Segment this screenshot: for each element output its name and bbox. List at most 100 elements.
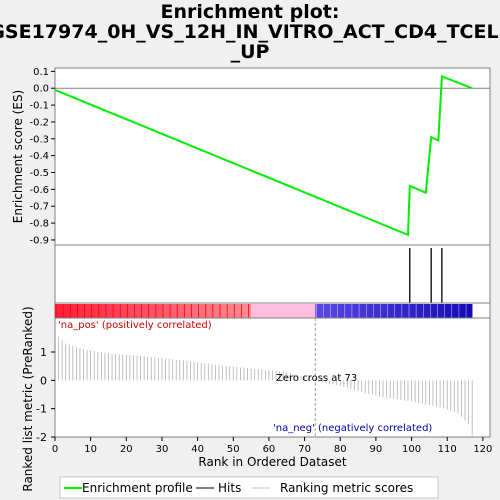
colorbar-cell [101, 304, 106, 318]
colorbar-cell [236, 304, 241, 318]
es-ytick-label: 0.0 [33, 84, 49, 95]
colorbar-cell [461, 304, 466, 318]
colorbar-cell [340, 304, 345, 318]
colorbar-cell [390, 304, 395, 318]
colorbar-cell [425, 304, 430, 318]
colorbar-cell [333, 304, 337, 318]
colorbar-cell [418, 304, 423, 318]
hits-panel [54, 244, 491, 304]
colorbar-cell [165, 304, 170, 318]
colorbar-cell [468, 304, 473, 318]
chart-title: Enrichment plot:GSE17974_0H_VS_12H_IN_VI… [0, 1, 500, 63]
colorbar-cell [400, 304, 405, 318]
colorbar-cell [436, 304, 441, 318]
legend-label: Hits [218, 481, 241, 495]
metric-xtick-label: 50 [227, 444, 240, 455]
colorbar-cell [119, 304, 124, 318]
colorbar-cell [386, 304, 391, 318]
colorbar-cell [226, 304, 231, 318]
colorbar-cell [368, 304, 373, 318]
colorbar-cell [254, 304, 259, 318]
colorbar-cell [229, 304, 234, 318]
colorbar-cell [308, 304, 313, 318]
colorbar-cell [325, 304, 330, 318]
colorbar-cell [450, 304, 455, 318]
colorbar-cell [457, 304, 462, 318]
colorbar-cell [108, 304, 113, 318]
colorbar-cell [219, 304, 223, 318]
es-ytick-label: -0.6 [29, 185, 49, 196]
colorbar-cell [233, 304, 238, 318]
colorbar-cell [137, 304, 141, 318]
colorbar-cell [158, 304, 163, 318]
es-ytick-label: -0.1 [29, 101, 49, 112]
legend: Enrichment profile Hits Ranking metric sco… [59, 476, 439, 499]
colorbar-cell [201, 304, 206, 318]
colorbar-cell [411, 304, 416, 318]
es-panel: 0.1 0.0 -0.1 -0.2 -0.3 -0.4 -0.5 -0.6 -0.7 -0.8 -0… [11, 67, 491, 246]
colorbar-cell [243, 304, 248, 318]
legend-label: Ranking metric scores [280, 481, 413, 495]
colorbar-cell [197, 304, 202, 318]
colorbar-cell [65, 304, 70, 318]
colorbar-cell [279, 304, 284, 318]
colorbar-cell [151, 304, 156, 318]
colorbar-cell [429, 304, 434, 318]
metric-xtick-label: 100 [402, 444, 421, 455]
colorbar-cell [251, 304, 255, 318]
colorbar-cell [315, 304, 320, 318]
x-axis-label: Rank in Ordered Dataset [198, 455, 346, 469]
colorbar-cell [190, 304, 195, 318]
hits-plot-area [54, 244, 491, 304]
colorbar-cell [204, 304, 209, 318]
metric-xtick-label: 30 [156, 444, 169, 455]
metric-xtick-label: 120 [473, 444, 492, 455]
colorbar-cell [69, 304, 74, 318]
metric-xtick-label: 20 [120, 444, 133, 455]
colorbar-cell [55, 304, 59, 318]
colorbar-cell [283, 304, 288, 318]
colorbar-cell [407, 304, 412, 318]
colorbar-cell [304, 304, 309, 318]
colorbar-cell [140, 304, 145, 318]
colorbar-cell [311, 304, 316, 318]
colorbar-cell [83, 304, 88, 318]
colorbar-cell [415, 304, 419, 318]
legend-box [59, 476, 439, 499]
enrichment-profile-line [54, 74, 473, 237]
colorbar-cell [397, 304, 402, 318]
neg-correlated-label: 'na_neg' (negatively correlated) [273, 423, 432, 434]
colorbar-cell [211, 304, 216, 318]
metric-xtick-label: 80 [334, 444, 347, 455]
colorbar-cell [375, 304, 380, 318]
es-ytick-label: -0.9 [29, 235, 49, 246]
colorbar-cell [176, 304, 181, 318]
metric-xtick-label: 0 [52, 444, 58, 455]
colorbar-cell [172, 304, 177, 318]
colorbar-cell [258, 304, 263, 318]
colorbar-cell [422, 304, 427, 318]
colorbar-cell [276, 304, 280, 318]
colorbar-cell [58, 304, 63, 318]
colorbar-cell [354, 304, 359, 318]
colorbar-cell [94, 304, 99, 318]
colorbar-cell [379, 304, 384, 318]
colorbar-cell [265, 304, 270, 318]
metric-y-axis-label: Ranked list metric (PreRanked) [21, 306, 35, 491]
colorbar-cell [358, 304, 362, 318]
colorbar-cell [144, 304, 149, 318]
colorbar-cell [194, 304, 198, 318]
colorbar-cell [62, 304, 66, 318]
colorbar-cell [318, 304, 323, 318]
colorbar-cell [347, 304, 352, 318]
colorbar-cell [76, 304, 81, 318]
rank-colorbar [54, 302, 491, 320]
colorbar-cell [290, 304, 295, 318]
colorbar-cell [350, 304, 355, 318]
metric-xtick-label: 60 [263, 444, 276, 455]
title-line-3: _UP [231, 41, 270, 63]
colorbar-cell [154, 304, 159, 318]
colorbar-cell [432, 304, 437, 318]
colorbar-cell [79, 304, 84, 318]
